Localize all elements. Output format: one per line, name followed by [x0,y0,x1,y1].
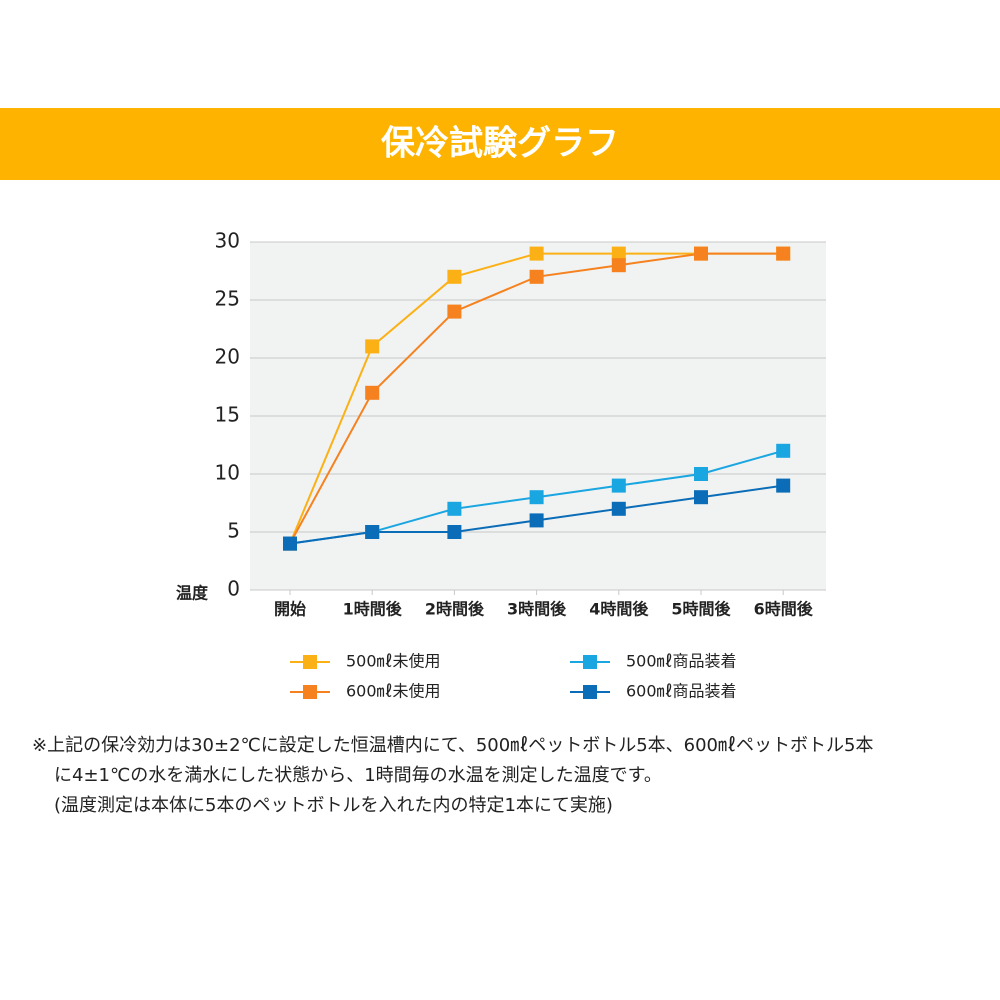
data-point [694,467,708,481]
header-title: 保冷試験グラフ [381,124,619,164]
note-line: (温度測定は本体に5本のペットボトルを入れた内の特定1本にて実施) [54,795,613,816]
y-tick-label: 15 [215,403,240,427]
data-point [694,246,708,261]
x-tick-label: 3時間後 [507,600,567,619]
data-point [776,478,791,493]
data-point [529,246,544,261]
data-point [283,536,297,551]
data-point [694,490,708,505]
data-point [365,339,380,354]
legend-marker [583,655,597,669]
y-tick-label: 20 [215,345,240,369]
data-point [611,501,626,516]
y-tick-label: 30 [215,229,240,253]
x-tick-label: 開始 [274,600,306,619]
x-tick-label: 2時間後 [425,600,485,619]
x-tick-label: 1時間後 [343,600,403,619]
y-tick-label: 0 [227,577,240,601]
legend-label: 600㎖商品装着 [626,682,737,701]
header-band [0,108,1000,180]
legend-marker [303,655,317,669]
data-point [529,269,544,284]
note-line: に4±1℃の水を満水にした状態から、1時間毎の水温を測定した温度です。 [54,765,662,786]
data-point [365,525,380,539]
legend-label: 500㎖未使用 [346,652,441,671]
data-point [529,490,544,505]
x-tick-label: 6時間後 [754,600,814,619]
legend-label: 500㎖商品装着 [626,652,737,671]
data-point [529,513,544,528]
data-point [611,478,626,493]
y-tick-label: 5 [227,519,240,543]
note-line: ※上記の保冷効力は30±2℃に設定した恒温槽内にて、500㎖ペットボトル5本、6… [32,735,873,756]
data-point [611,246,626,261]
data-point [365,385,380,400]
data-point [776,443,791,458]
y-tick-label: 25 [215,287,240,311]
data-point [447,501,462,516]
x-tick-label: 5時間後 [671,600,731,619]
legend-label: 600㎖未使用 [346,682,441,701]
legend-marker [583,685,597,699]
data-point [447,304,462,319]
data-point [776,246,791,261]
legend-marker [303,685,317,699]
y-tick-label: 10 [215,461,240,485]
x-tick-label: 4時間後 [589,600,649,619]
data-point [447,269,462,284]
data-point [447,525,462,539]
y-axis-label: 温度 [175,584,209,603]
data-point [611,258,626,273]
